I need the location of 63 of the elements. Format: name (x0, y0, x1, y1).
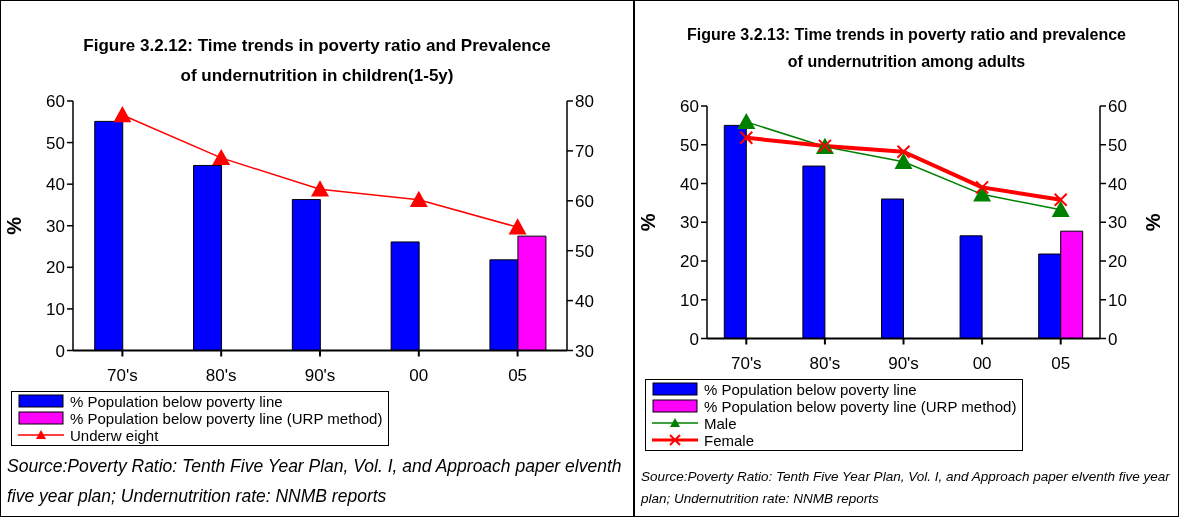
y2-tick-label: 30 (575, 341, 594, 361)
point (113, 105, 132, 123)
y-tick-label: 50 (680, 135, 699, 155)
y2-tick-label: 50 (575, 241, 594, 261)
y2-tick-label: 40 (575, 291, 594, 311)
x-tick-label: 90's (888, 353, 919, 373)
legend-label: Underw eight (70, 426, 159, 444)
x-tick-label: 90's (304, 365, 336, 385)
y-tick-label: 40 (680, 174, 699, 194)
y-tick-label: 50 (46, 133, 65, 153)
y-tick-label: 30 (46, 216, 65, 236)
point (737, 112, 756, 130)
y2-tick-label: 80 (575, 92, 594, 112)
legend-label: Female (704, 431, 755, 449)
source-note: Source:Poverty Ratio: Tenth Five Year Plan, Vol. I, and Approach paper elventh five year plan; Undernutrition rate: NNMB reports (7, 455, 623, 508)
y2-tick-label: 60 (1108, 97, 1127, 117)
y-tick-label: 20 (46, 258, 65, 278)
legend-label: % Population below poverty line (704, 380, 917, 398)
y2-tick-label: 0 (1108, 329, 1118, 349)
y-tick-label: 10 (680, 290, 699, 310)
x-tick-label: 70's (107, 365, 138, 385)
source-note: Source:Poverty Ratio: Tenth Five Year Plan, Vol. I, and Approach paper elventh five year plan; Undernutrition rate: NNMB reports (641, 468, 1171, 508)
point (508, 218, 527, 235)
chart-title: Figure 3.2.12: Time trends in poverty ratio and Prevalence of undernutrition in children(1-5y) (82, 35, 552, 87)
point (1051, 200, 1070, 218)
y2-tick-label: 30 (1108, 213, 1127, 233)
point (894, 152, 913, 169)
y2-tick-label: 40 (1108, 174, 1127, 194)
y-tick-label: 40 (46, 175, 65, 195)
y-tick-label: 60 (680, 97, 699, 117)
y-tick-label: 60 (46, 92, 65, 112)
legend-label: % Population below poverty line (70, 392, 283, 410)
point (212, 148, 231, 166)
x-tick-label: 80's (205, 365, 237, 385)
point (1053, 192, 1068, 207)
point (896, 144, 911, 159)
legend-label: Male (704, 414, 737, 432)
legend-label: % Population below poverty line (URP method) (704, 397, 1017, 415)
y2-axis-title: % (1142, 213, 1164, 232)
y-tick-label: 0 (55, 341, 65, 361)
y-tick-label: 30 (680, 213, 699, 233)
y-tick-label: 0 (689, 329, 699, 349)
x-tick-label: 05 (1051, 353, 1071, 373)
point (739, 130, 754, 145)
point (975, 180, 990, 195)
chart-title: Figure 3.2.13: Time trends in poverty ratio and prevalence of undernutrition among adults (686, 25, 1127, 72)
x-tick-label: 05 (508, 365, 528, 385)
y-tick-label: 20 (680, 252, 699, 272)
point (311, 180, 329, 197)
legend-label: % Population below poverty line (URP method) (70, 409, 383, 427)
y-axis-title: % (3, 216, 25, 235)
y-axis-title: % (637, 213, 659, 232)
y2-tick-label: 20 (1108, 252, 1127, 272)
x-tick-label: 00 (972, 353, 992, 373)
point (409, 190, 428, 207)
y-tick-label: 10 (46, 299, 65, 319)
y2-tick-label: 70 (575, 141, 594, 161)
y2-tick-label: 10 (1108, 290, 1127, 310)
y2-tick-label: 50 (1108, 135, 1127, 155)
x-tick-label: 70's (730, 353, 762, 373)
x-tick-label: 80's (809, 353, 841, 373)
x-tick-label: 00 (409, 365, 429, 385)
y2-tick-label: 60 (575, 191, 594, 211)
